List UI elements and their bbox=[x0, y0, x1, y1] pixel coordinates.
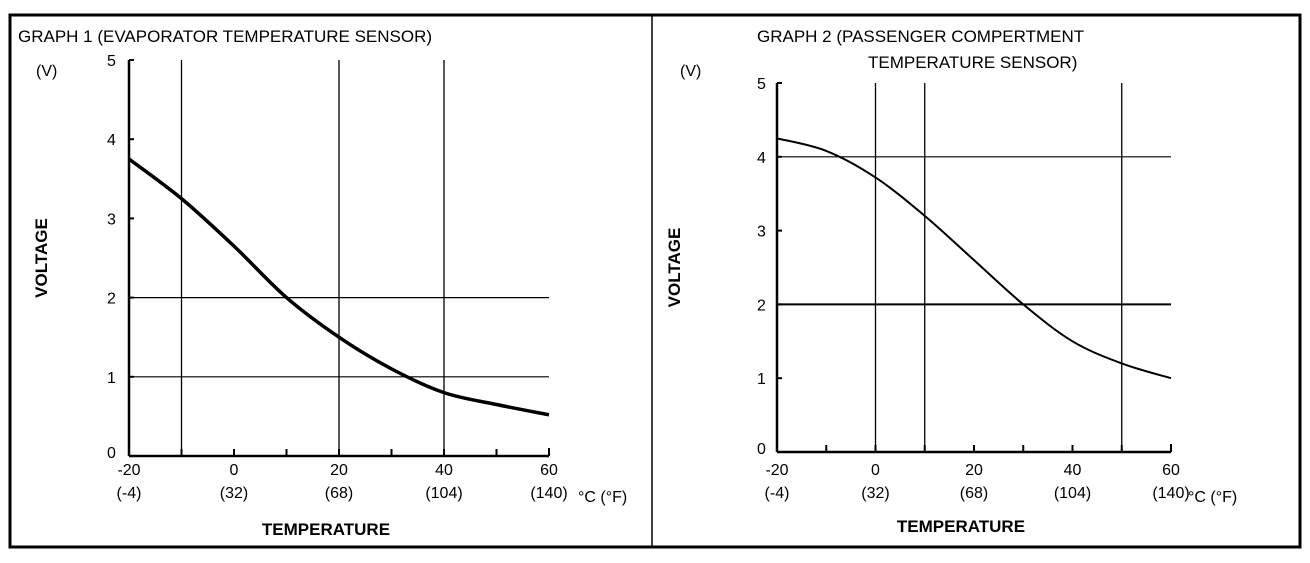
chart-title-line: TEMPERATURE SENSOR) bbox=[868, 53, 1077, 72]
outer-frame bbox=[10, 15, 1300, 547]
x-axis-unit: °C (°F) bbox=[1188, 489, 1237, 506]
y-tick-label: 4 bbox=[757, 150, 766, 167]
y-tick-label: 0 bbox=[757, 441, 766, 458]
y-tick-label: 2 bbox=[107, 291, 116, 308]
y-axis-unit: (V) bbox=[36, 63, 57, 80]
chart-title-line: GRAPH 1 (EVAPORATOR TEMPERATURE SENSOR) bbox=[18, 27, 432, 46]
y-axis-label: VOLTAGE bbox=[665, 228, 684, 308]
x-tick-label-fahrenheit: (68) bbox=[960, 485, 988, 502]
y-tick-label: 1 bbox=[757, 371, 766, 388]
x-tick-label: 40 bbox=[1064, 462, 1082, 479]
graph-1: GRAPH 1 (EVAPORATOR TEMPERATURE SENSOR) (… bbox=[18, 27, 627, 539]
x-tick-label: 0 bbox=[230, 462, 239, 479]
y-tick-label: 3 bbox=[107, 211, 116, 228]
y-tick-label: 4 bbox=[107, 132, 116, 149]
x-tick-label: 40 bbox=[435, 462, 453, 479]
x-tick-label-fahrenheit: (104) bbox=[425, 485, 462, 502]
x-tick-label-fahrenheit: (104) bbox=[1054, 485, 1091, 502]
x-tick-label: -20 bbox=[765, 462, 788, 479]
x-tick-label: -20 bbox=[117, 462, 140, 479]
x-tick-label: 0 bbox=[871, 462, 880, 479]
voltage-curve bbox=[777, 138, 1171, 378]
y-axis-label: VOLTAGE bbox=[32, 218, 51, 298]
y-tick-label: 5 bbox=[107, 53, 116, 70]
x-axis-label: TEMPERATURE bbox=[262, 520, 390, 539]
y-tick-label: 1 bbox=[107, 370, 116, 387]
x-tick-label-fahrenheit: (140) bbox=[530, 485, 567, 502]
x-axis-label: TEMPERATURE bbox=[897, 517, 1025, 536]
x-tick-label-fahrenheit: (68) bbox=[325, 485, 353, 502]
y-axis-unit: (V) bbox=[680, 63, 701, 80]
x-tick-label-fahrenheit: (-4) bbox=[765, 485, 790, 502]
x-tick-label-fahrenheit: (140) bbox=[1152, 485, 1189, 502]
y-tick-label: 5 bbox=[757, 76, 766, 93]
x-tick-label: 20 bbox=[330, 462, 348, 479]
y-tick-label: 0 bbox=[107, 445, 116, 462]
x-tick-label: 60 bbox=[1162, 462, 1180, 479]
y-tick-label: 2 bbox=[757, 297, 766, 314]
x-axis-unit: °C (°F) bbox=[578, 489, 627, 506]
y-tick-label: 3 bbox=[757, 224, 766, 241]
graph-2: GRAPH 2 (PASSENGER COMPERTMENT TEMPERATUR… bbox=[665, 27, 1237, 536]
x-tick-label-fahrenheit: (32) bbox=[861, 485, 889, 502]
x-tick-label-fahrenheit: (32) bbox=[220, 485, 248, 502]
chart-title-line: GRAPH 2 (PASSENGER COMPERTMENT bbox=[757, 27, 1084, 46]
x-tick-label: 60 bbox=[540, 462, 558, 479]
x-tick-label: 20 bbox=[965, 462, 983, 479]
x-tick-label-fahrenheit: (-4) bbox=[117, 485, 142, 502]
